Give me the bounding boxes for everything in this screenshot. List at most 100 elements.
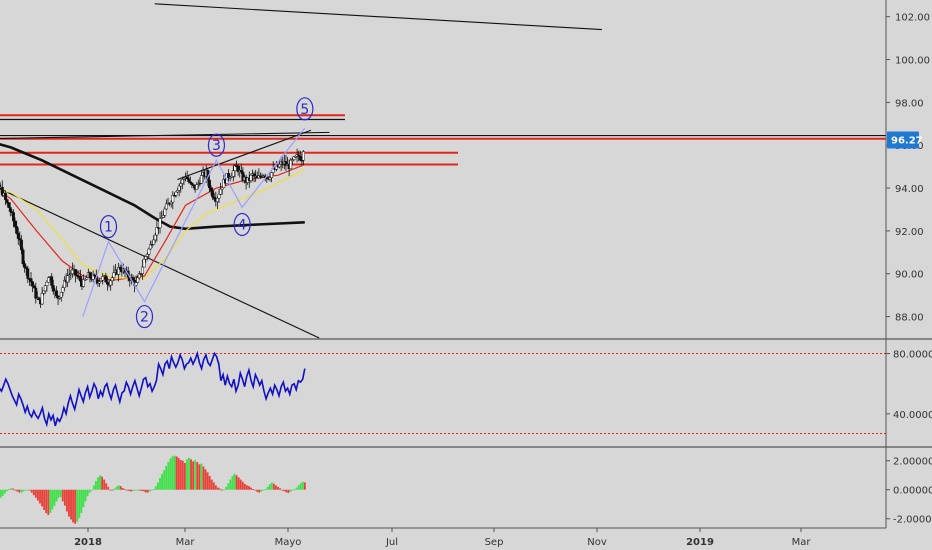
moving-average-line — [0, 143, 305, 231]
time-tick-label: Mar — [792, 537, 812, 548]
histogram-bar — [125, 489, 128, 491]
wave-label-circle — [99, 215, 118, 239]
candle-body — [42, 290, 46, 294]
histogram-bar — [22, 489, 25, 492]
histogram-bar — [47, 489, 50, 516]
candle-body — [215, 197, 219, 202]
candle-body — [249, 174, 253, 181]
histogram-bar — [229, 479, 232, 490]
wave-path[interactable] — [82, 127, 306, 317]
candle-body — [153, 234, 157, 241]
candle-body — [109, 280, 113, 286]
candle-body — [88, 272, 92, 278]
histogram-bar — [37, 489, 39, 501]
histogram-bar — [68, 489, 70, 517]
histogram-bar — [30, 489, 33, 493]
histogram-bar — [103, 479, 106, 490]
histogram-bar — [301, 481, 304, 490]
candle-body — [55, 290, 58, 297]
time-axis[interactable]: 2018 Mar Mayo Jul Sep Nov 2019 Mar — [0, 527, 886, 548]
price-tick-label: 98.00 — [895, 98, 924, 109]
histogram-bar — [196, 462, 199, 490]
histogram-bar — [82, 489, 85, 508]
histogram-bar — [119, 486, 122, 490]
histogram-bar — [221, 489, 224, 491]
histogram-bar — [171, 456, 174, 490]
histogram-bar — [303, 482, 306, 490]
histogram-bar — [262, 489, 265, 491]
histogram-bar — [57, 489, 60, 498]
trendline[interactable] — [0, 131, 330, 139]
trendline[interactable] — [177, 129, 312, 181]
candle-body — [209, 187, 213, 191]
price-axis[interactable]: 102.00100.0098.0096.0094.0092.0090.0088.… — [885, 0, 930, 528]
histogram-bar — [161, 473, 164, 490]
candle-body — [187, 178, 191, 183]
histogram-bar — [3, 489, 6, 494]
time-tick-label: Sep — [485, 537, 504, 548]
candle-body — [43, 285, 47, 292]
oscillator-panel[interactable]: 80.0000 40.0000 — [0, 350, 932, 434]
histogram-bar — [136, 489, 139, 491]
histogram-bar — [190, 459, 192, 490]
candle-body — [74, 269, 78, 276]
histogram-bar — [183, 462, 186, 490]
histogram-bar — [80, 489, 83, 513]
candle-body — [219, 188, 223, 195]
wave-label-circle — [296, 97, 314, 121]
histogram-bar — [237, 477, 240, 490]
candle-body — [180, 179, 184, 184]
candle-body — [239, 170, 243, 173]
candle-body — [200, 175, 203, 184]
candle-body — [171, 194, 175, 203]
histogram-bar — [142, 489, 145, 492]
candle-body — [112, 272, 116, 278]
trendline[interactable] — [154, 3, 602, 31]
candle-body — [37, 297, 41, 301]
panel-separators — [0, 338, 932, 448]
histogram-bar — [84, 489, 87, 502]
histogram-bar — [293, 489, 296, 490]
histogram-bar — [148, 489, 151, 492]
wave-label: 2 — [140, 310, 149, 326]
histogram-bar — [248, 486, 250, 490]
histogram-bar — [61, 489, 64, 502]
histogram-bar — [59, 489, 62, 497]
histogram-bar — [72, 489, 75, 523]
wave-label: 1 — [104, 220, 113, 236]
candle-body — [169, 201, 173, 205]
candle-body — [220, 187, 224, 190]
histogram-bar — [283, 489, 286, 492]
histogram-bar — [260, 489, 263, 492]
histogram-bar — [256, 489, 259, 492]
histogram-bar — [88, 489, 91, 493]
elliott-wave[interactable]: 1 2 3 4 5 — [82, 97, 314, 329]
histogram-bar — [78, 489, 81, 519]
histogram-bar — [113, 488, 116, 490]
candle-body — [289, 159, 293, 170]
histogram-bar — [140, 489, 143, 491]
candle-body — [152, 239, 156, 245]
histogram-bar — [20, 489, 23, 493]
wave-label: 4 — [238, 217, 247, 233]
candle-body — [176, 190, 180, 193]
oscillator-line[interactable] — [0, 350, 306, 428]
candle-body — [7, 202, 11, 208]
histogram-bar — [92, 485, 95, 490]
trendlines[interactable] — [0, 3, 602, 339]
histogram-bar — [219, 488, 221, 490]
histogram-bar — [70, 489, 72, 520]
candle-body — [16, 233, 20, 239]
candle-body — [252, 173, 256, 177]
histogram-bar — [101, 476, 104, 490]
histogram-bar — [16, 489, 19, 492]
histogram-bar — [146, 489, 149, 493]
histogram-bar — [41, 489, 44, 507]
trendline[interactable] — [0, 179, 320, 339]
candle-body — [12, 212, 15, 222]
